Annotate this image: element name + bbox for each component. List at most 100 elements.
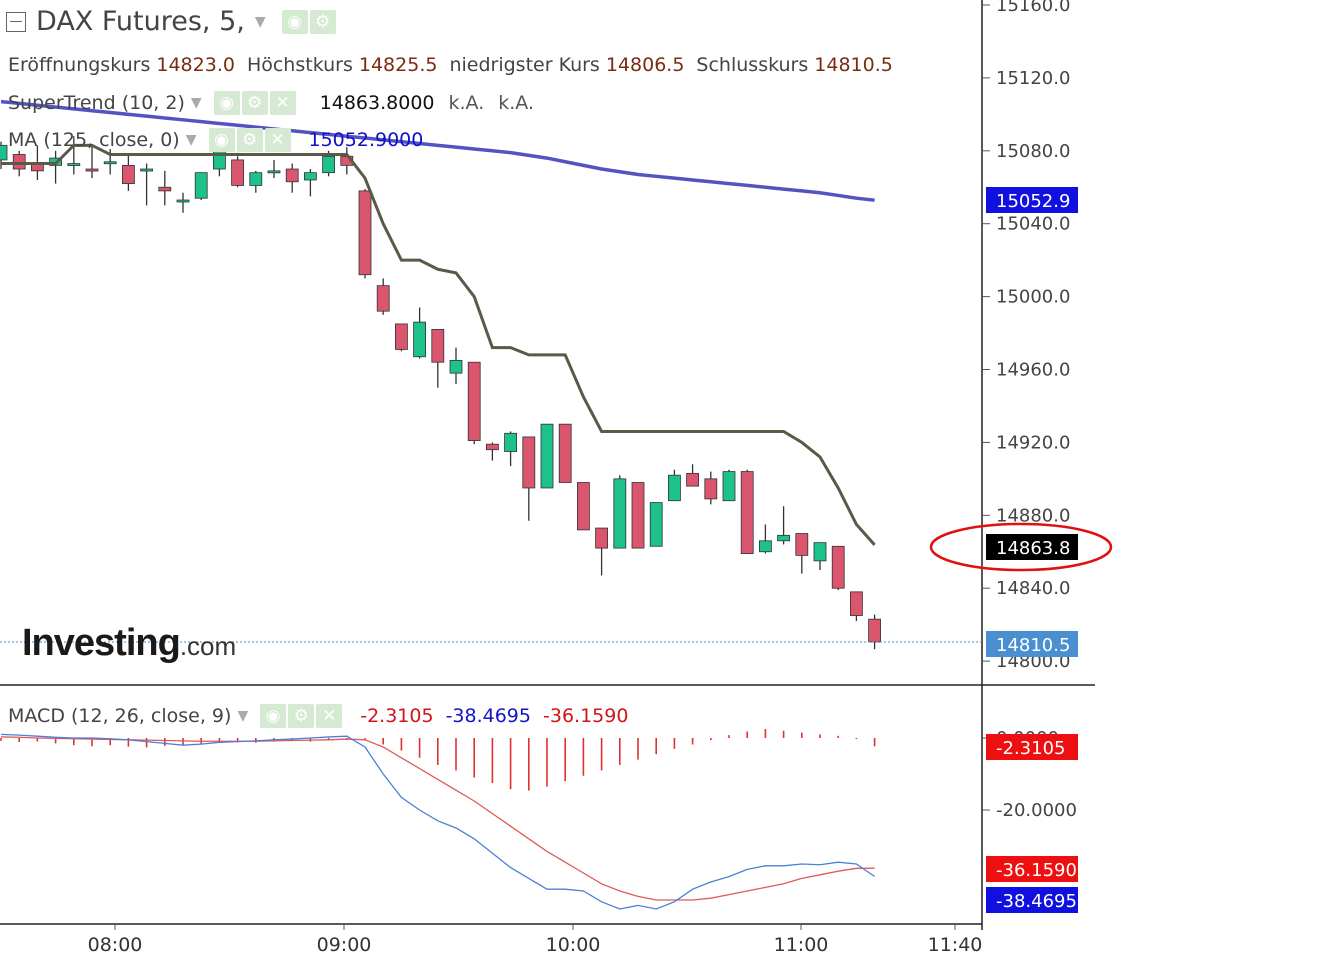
chevron-down-icon[interactable]: ▼ <box>185 132 197 148</box>
candle <box>67 136 81 175</box>
candle <box>267 159 281 179</box>
close-icon[interactable]: ✕ <box>316 704 343 728</box>
time-tick-label: 09:00 <box>317 934 372 956</box>
ma-label: MA (125, close, 0) <box>8 129 180 151</box>
candle-body <box>850 591 863 616</box>
chevron-down-icon[interactable]: ▼ <box>237 708 249 724</box>
candle-body <box>231 159 245 186</box>
time-tick-label: 10:00 <box>546 934 601 956</box>
candle-body <box>595 527 608 549</box>
candle <box>577 482 590 531</box>
macd-legend: MACD (12, 26, close, 9) ▼ ◉ ⚙ ✕ -2.3105 … <box>8 704 628 728</box>
eye-icon[interactable]: ◉ <box>260 704 287 728</box>
candle-body <box>85 168 99 172</box>
ma-value: 15052.9000 <box>308 129 424 151</box>
chevron-down-icon[interactable]: ▼ <box>254 13 266 30</box>
gear-icon[interactable]: ⚙ <box>309 9 336 34</box>
candle <box>540 423 554 489</box>
candle <box>303 169 317 197</box>
macd-label: MACD (12, 26, close, 9) <box>8 705 232 727</box>
candle-body <box>12 154 26 170</box>
logo-suffix: .com <box>179 631 237 661</box>
price-tick-label: 15120.0 <box>996 68 1070 89</box>
last-price-badge: 14810.5 <box>986 631 1078 657</box>
candle-body <box>322 155 336 174</box>
ohlc-row: Eröffnungskurs 14823.0 Höchstkurs 14825.… <box>8 54 893 76</box>
candle-body <box>376 285 390 312</box>
close-label: Schlusskurs <box>696 54 809 76</box>
last-price-badge-text: 14810.5 <box>996 635 1070 656</box>
macd-hist-badge-bg <box>986 734 1078 760</box>
candle <box>285 163 299 193</box>
investing-logo: Investing.com <box>22 622 236 665</box>
supertrend-legend: SuperTrend (10, 2) ▼ ◉ ⚙ ✕ 14863.8000 k.… <box>8 91 534 115</box>
candle-body <box>649 502 663 547</box>
candle-body <box>722 471 736 502</box>
candle <box>85 145 99 179</box>
candle-body <box>140 168 154 172</box>
gear-icon[interactable]: ⚙ <box>241 91 268 115</box>
candle <box>868 614 881 650</box>
chevron-down-icon[interactable]: ▼ <box>190 95 202 111</box>
macd-hist-badge: -2.3105 <box>986 734 1078 760</box>
candle <box>558 423 572 483</box>
price-tick-label: 15160.0 <box>996 0 1070 16</box>
candle <box>176 192 190 213</box>
candle-body <box>759 540 772 553</box>
eye-icon[interactable]: ◉ <box>208 128 235 152</box>
eye-icon[interactable]: ◉ <box>281 9 308 34</box>
supertrend-price-badge: 14863.8 <box>986 534 1078 560</box>
candle-body <box>740 471 754 554</box>
candle-body <box>194 172 208 199</box>
candle <box>158 170 172 206</box>
candle-body <box>67 163 81 166</box>
gear-icon[interactable]: ⚙ <box>236 128 263 152</box>
last-price-badge-bg <box>986 631 1078 657</box>
open-value: 14823.0 <box>156 54 235 76</box>
candle <box>504 431 518 467</box>
time-tick-label: 11:40 <box>928 934 983 956</box>
candle-body <box>577 482 590 531</box>
candle-body <box>613 478 627 549</box>
candle-body <box>631 482 645 549</box>
candle-body <box>285 168 299 183</box>
candle <box>394 323 408 352</box>
candle-body <box>449 359 463 374</box>
macd-line-badge-text: -38.4695 <box>996 891 1077 912</box>
candle <box>649 502 663 547</box>
candle <box>813 542 827 570</box>
candle-body <box>540 423 554 489</box>
price-tick-label: 14920.0 <box>996 432 1070 453</box>
price-tick-label: 14960.0 <box>996 360 1070 381</box>
candle <box>413 307 427 359</box>
candle-body <box>485 443 499 451</box>
eye-icon[interactable]: ◉ <box>213 91 240 115</box>
candle-body <box>558 423 572 483</box>
supertrend-extra-1: k.A. <box>448 92 485 114</box>
candle <box>831 545 845 591</box>
collapse-icon[interactable] <box>6 11 26 32</box>
macd-signal-badge: -36.1590 <box>986 856 1078 882</box>
macd-panel: 0.0000-20.0000 <box>0 728 1077 910</box>
candle-body <box>0 144 8 161</box>
macd-hist-value: -2.3105 <box>360 705 434 727</box>
ma-line <box>0 99 875 202</box>
candle <box>485 442 499 461</box>
price-tick-label: 15040.0 <box>996 214 1070 235</box>
candle <box>49 150 62 184</box>
time-tick-label: 11:00 <box>774 934 829 956</box>
macd-tick-label: -20.0000 <box>996 800 1077 821</box>
candle-body <box>467 361 481 441</box>
low-value: 14806.5 <box>605 54 685 76</box>
title-controls: ◉ ⚙ <box>281 9 338 34</box>
macd-hist-badge-text: -2.3105 <box>996 738 1065 759</box>
supertrend-price-badge-bg <box>986 534 1078 560</box>
candle <box>740 469 754 554</box>
candle-body <box>668 474 681 502</box>
gear-icon[interactable]: ⚙ <box>288 704 315 728</box>
close-icon[interactable]: ✕ <box>269 91 296 115</box>
close-icon[interactable]: ✕ <box>264 128 291 152</box>
candle-body <box>777 534 790 542</box>
close-value: 14810.5 <box>814 54 893 76</box>
